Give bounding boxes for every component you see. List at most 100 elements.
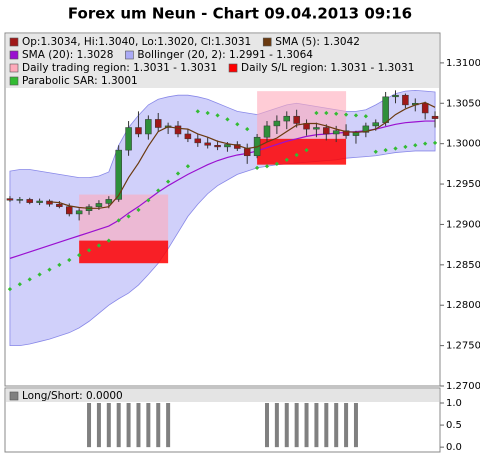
candle-body [56,203,63,207]
legend-swatch [9,63,19,73]
candle-body [26,199,33,203]
bar [274,403,279,448]
bar [294,403,299,448]
sar-dot [373,149,378,154]
bar [353,403,358,448]
bar [87,403,92,448]
sar-dot [432,140,438,145]
candle-body [372,122,379,127]
sar-dot [215,113,220,118]
sar-dot [205,110,210,116]
sar-dot [235,122,240,127]
sar-dot [126,214,131,219]
candle-body [421,103,429,114]
legend: Op:1.3034, Hi:1.3040, Lo:1.3020, Cl:1.30… [6,34,439,88]
trading-region [257,91,347,139]
sar-dot [423,141,428,146]
legend-label: Daily S/L region: 1.3031 - 1.3031 [241,62,414,74]
y-tick-label: 1.2950 [446,179,480,190]
sar-dot [245,127,250,132]
sar-dot [294,152,299,158]
legend-label: Bollinger (20, 2): 1.2991 - 1.3064 [137,49,313,61]
candle-body [323,127,330,135]
legend-swatch [9,76,19,86]
legend-label: Op:1.3034, Hi:1.3040, Lo:1.3020, Cl:1.30… [22,36,251,48]
candle-body [115,149,122,200]
candle-body [332,130,340,135]
legend-swatch [125,50,134,60]
candle-body [154,119,162,128]
candle-body [6,198,14,201]
legend-label: Daily trading region: 1.3031 - 1.3031 [22,62,217,74]
sar-dot [136,207,141,213]
candle-body [66,206,73,215]
sar-dot [264,164,270,169]
sar-dot [106,238,111,243]
legend-swatch [9,37,19,47]
bar [146,403,151,448]
sar-dot [146,198,151,203]
candle-body [263,125,271,138]
sar-dot [195,109,200,114]
bar [156,403,161,448]
bar [304,403,309,448]
y-tick-label: 1.3000 [446,139,480,150]
y-tick-label: 1.3050 [446,98,480,109]
candle-body [174,125,182,135]
candle-body [431,115,439,119]
candle-body [16,199,24,201]
bar [284,403,289,448]
y-tick-label: 1.2700 [446,381,480,392]
legend-background [6,34,439,88]
legend-label: Parabolic SAR: 1.3001 [22,75,138,87]
legend-swatch [9,50,19,60]
bar [344,403,349,448]
bar [324,403,329,448]
candle-body [313,127,320,130]
sar-dot [185,164,191,169]
candle-body [194,138,202,144]
sar-dot [225,117,230,122]
candle-body [362,125,370,133]
y-tick-label: 1.0 [446,398,462,409]
sar-dot [166,179,171,184]
y-tick-label: 0.5 [446,420,462,431]
legend-label: Long/Short: 0.0000 [22,390,123,402]
candle-body [36,200,43,203]
candle-body [283,115,291,122]
candle-body [243,148,251,157]
y-tick-label: 0.0 [446,442,462,453]
candle-body [145,119,152,135]
candle-body [125,127,132,151]
sar-dot [284,157,289,162]
sar-dot [413,143,418,148]
candle-body [273,120,281,127]
legend-swatch [228,63,238,73]
sar-dot [383,148,388,153]
sar-dot [86,248,92,253]
legend-swatch [9,391,19,401]
legend-label: SMA (5): 1.3042 [275,36,360,48]
bar [126,403,131,448]
candle-body [402,94,409,106]
candle-body [392,94,399,98]
sar-dot [116,218,121,223]
candle-body [214,145,221,148]
bar [96,403,101,448]
candle-body [135,127,142,135]
candle-body [184,133,192,140]
candle-body [204,142,211,146]
sar-dot [274,161,279,166]
sar-dot [96,243,102,248]
sar-dot [304,148,309,153]
candle-body [293,115,300,124]
sma5-line [49,101,436,209]
sl-region [79,240,169,264]
bar [136,403,141,448]
chart-title: Forex um Neun - Chart 09.04.2013 09:16 [68,5,412,23]
sl-region [257,138,347,165]
y-tick-label: 1.2850 [446,260,480,271]
bar [314,403,319,448]
candle-body [95,203,103,207]
